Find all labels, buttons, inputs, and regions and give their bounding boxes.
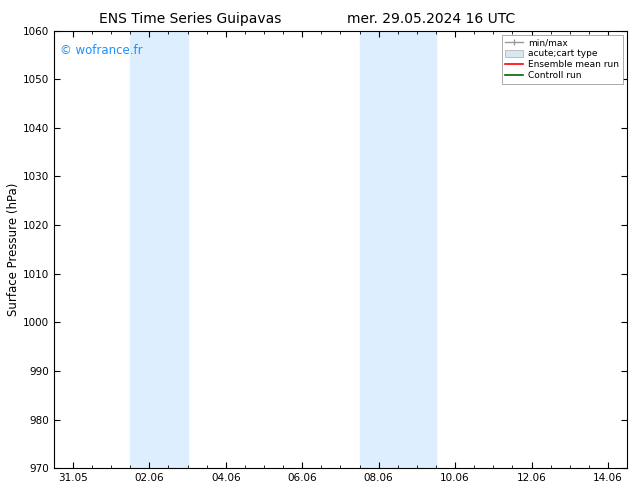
Y-axis label: Surface Pressure (hPa): Surface Pressure (hPa) [7,183,20,316]
Text: mer. 29.05.2024 16 UTC: mer. 29.05.2024 16 UTC [347,12,515,26]
Bar [130,30,188,468]
Bar [359,30,436,468]
Text: ENS Time Series Guipavas: ENS Time Series Guipavas [99,12,281,26]
Legend: min/max, acute;cart type, Ensemble mean run, Controll run: min/max, acute;cart type, Ensemble mean … [501,35,623,84]
Text: © wofrance.fr: © wofrance.fr [60,44,142,57]
